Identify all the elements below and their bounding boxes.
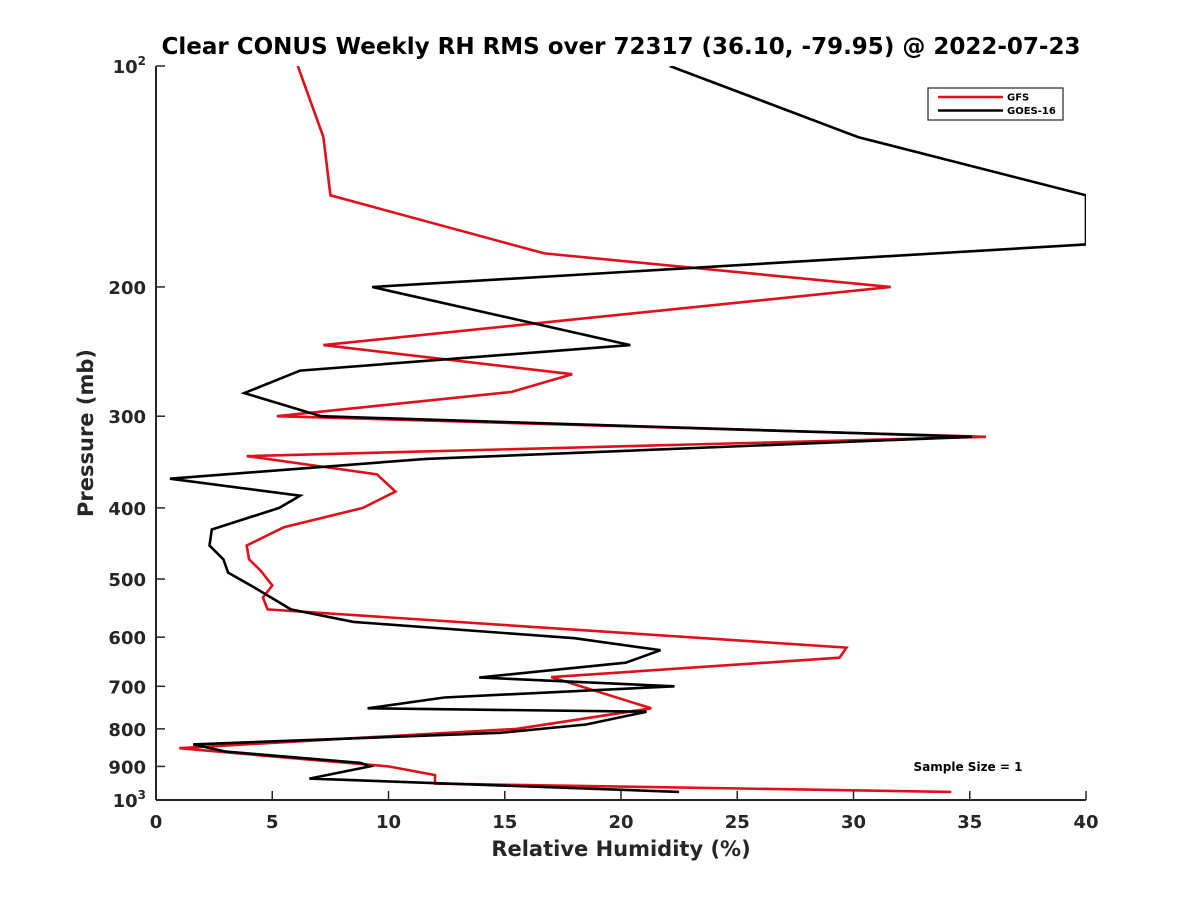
y-tick-label: 102 (113, 54, 146, 78)
y-tick-label: 103 (113, 788, 146, 812)
y-tick-label: 800 (108, 720, 146, 741)
y-tick-label: 400 (108, 499, 146, 520)
x-tick-label: 0 (150, 812, 163, 833)
y-tick-label: 900 (108, 757, 146, 778)
legend: GFS GOES-16 (927, 87, 1064, 121)
y-tick-label: 700 (108, 677, 146, 698)
legend-items: GFS GOES-16 (938, 93, 1056, 117)
y-tick-base: 10 (113, 57, 138, 78)
series-line-gfs (179, 66, 987, 794)
series-line-goes-16 (169, 66, 1086, 794)
x-tick-label: 10 (376, 812, 401, 833)
x-tick-label: 35 (957, 812, 982, 833)
legend-box (927, 87, 1064, 121)
y-tick-label: 600 (108, 628, 146, 649)
sample-size-annotation: Sample Size = 1 (914, 760, 1023, 774)
x-tick-label: 5 (266, 812, 279, 833)
y-tick-label: 300 (108, 407, 146, 428)
chart-title: Clear CONUS Weekly RH RMS over 72317 (36… (162, 34, 1081, 60)
y-tick-exponent: 2 (138, 54, 146, 68)
x-tick-label: 30 (841, 812, 866, 833)
y-tick-exponent: 3 (138, 788, 146, 802)
x-axis-label: Relative Humidity (%) (491, 837, 750, 861)
x-tick-label: 40 (1073, 812, 1098, 833)
plot-area: 0 5 10 15 20 25 30 35 40 10220030040050060070080… (108, 54, 1098, 833)
x-tick-label: 20 (608, 812, 633, 833)
y-axis-label: Pressure (mb) (74, 349, 98, 517)
x-axis-ticks: 0 5 10 15 20 25 30 35 40 (150, 791, 1099, 833)
y-tick-base: 10 (113, 791, 138, 812)
x-tick-label: 15 (492, 812, 517, 833)
y-tick-label: 200 (108, 278, 146, 299)
series-layer (169, 66, 1086, 794)
y-tick-label: 500 (108, 570, 146, 591)
legend-label: GFS (1007, 93, 1029, 104)
x-tick-label: 25 (725, 812, 750, 833)
legend-label: GOES-16 (1007, 106, 1056, 117)
